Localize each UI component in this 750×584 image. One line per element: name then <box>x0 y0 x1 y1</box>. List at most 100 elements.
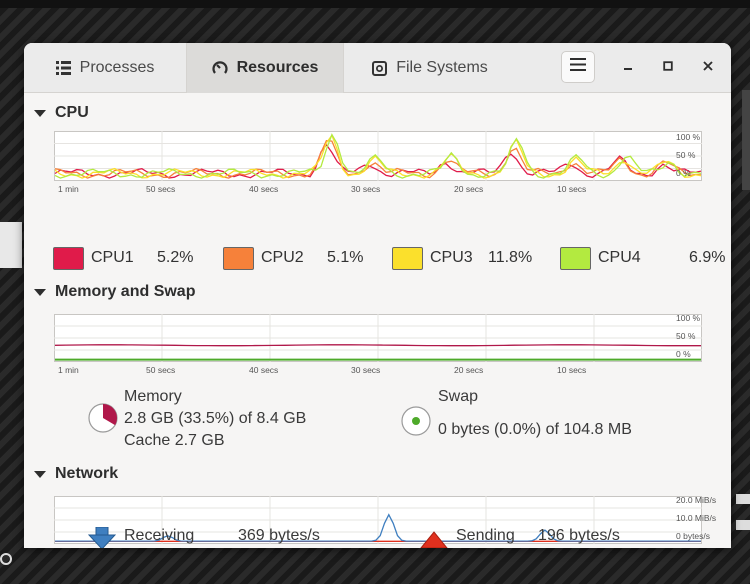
cpu-section-header[interactable]: CPU <box>34 104 89 122</box>
memory-info: Memory 2.8 GB (33.5%) of 8.4 GB Cache 2.… <box>124 386 306 452</box>
tab-label: Processes <box>79 59 155 76</box>
sending-arrow-icon[interactable] <box>420 530 448 548</box>
y-tick-label: 100 % <box>676 132 701 142</box>
x-tick-label: 10 secs <box>557 547 586 548</box>
x-tick-label: 50 secs <box>146 547 175 548</box>
expander-triangle-icon <box>34 288 46 296</box>
x-tick-label: 20 secs <box>454 547 483 548</box>
y-tick-label: 0 bytes/s <box>676 531 711 541</box>
y-tick-label: 50 % <box>676 331 696 341</box>
cpu-name: CPU3 <box>430 249 473 266</box>
x-tick-label: 20 secs <box>454 184 484 194</box>
cpu-name: CPU1 <box>91 249 134 266</box>
header-bar: Processes Resources File Systems <box>24 43 731 93</box>
list-icon <box>55 61 71 75</box>
swap-label: Swap <box>438 388 479 405</box>
x-tick-label: 10 secs <box>557 184 587 194</box>
memory-history-graph <box>54 314 702 362</box>
tab-processes[interactable]: Processes <box>24 43 186 93</box>
y-tick-label: 100 % <box>676 313 701 323</box>
tab-label: Resources <box>236 59 319 76</box>
desktop-fragment <box>0 553 12 565</box>
hamburger-icon <box>570 58 586 76</box>
x-tick-label: 40 secs <box>249 365 279 375</box>
expander-triangle-icon <box>34 470 46 478</box>
x-tick-label: 1 min <box>58 547 79 548</box>
cpu-value: 6.9% <box>689 249 726 266</box>
swap-pie-icon[interactable] <box>400 405 432 442</box>
section-title: Network <box>55 465 119 482</box>
memory-usage: 2.8 GB (33.5%) of 8.4 GB <box>124 410 307 427</box>
cpu3-legend-item[interactable]: CPU3 11.8% <box>392 246 532 270</box>
cpu-value: 11.8% <box>488 249 533 266</box>
cpu-series-line <box>54 133 702 179</box>
cpu2-legend-item[interactable]: CPU2 5.1% <box>223 246 363 270</box>
x-tick-label: 40 secs <box>249 184 279 194</box>
close-button[interactable] <box>696 55 720 79</box>
x-tick-label: 20 secs <box>454 365 484 375</box>
y-tick-label: 50 % <box>676 150 696 160</box>
memory-label: Memory <box>124 388 182 405</box>
cpu2-color-swatch[interactable] <box>223 246 254 270</box>
x-tick-label: 50 secs <box>146 365 176 375</box>
minimize-button[interactable] <box>616 55 640 79</box>
memory-section-header[interactable]: Memory and Swap <box>34 283 195 301</box>
section-title: CPU <box>55 104 89 121</box>
y-tick-label: 20.0 MiB/s <box>676 495 717 505</box>
close-icon <box>703 58 713 76</box>
desktop-fragment <box>736 494 750 504</box>
desktop-fragment <box>0 222 22 268</box>
cpu1-color-swatch[interactable] <box>53 246 84 270</box>
maximize-icon <box>663 58 673 76</box>
swap-usage: 0 bytes (0.0%) of 104.8 MB <box>438 421 632 438</box>
x-tick-label: 50 secs <box>146 184 176 194</box>
x-tick-label: 40 secs <box>249 547 278 548</box>
swap-pie-dot <box>412 417 420 425</box>
network-history-graph <box>54 496 702 544</box>
cpu4-legend-item[interactable]: CPU4 6.9% <box>560 246 725 270</box>
x-tick-label: 30 secs <box>351 184 381 194</box>
cpu3-color-swatch[interactable] <box>392 246 423 270</box>
network-section-header[interactable]: Network <box>34 465 118 483</box>
network-x-axis-labels: 1 min 50 secs 40 secs 30 secs 20 secs 10… <box>54 547 702 548</box>
memory-pie-slice <box>103 404 117 426</box>
minimize-icon <box>623 58 633 76</box>
cpu-x-axis-labels: 1 min 50 secs 40 secs 30 secs 20 secs 10… <box>54 184 702 196</box>
receiving-value: 369 bytes/s <box>238 527 320 544</box>
memory-x-axis-labels: 1 min 50 secs 40 secs 30 secs 20 secs 10… <box>54 365 702 377</box>
memory-cache: Cache 2.7 GB <box>124 432 225 449</box>
maximize-button[interactable] <box>656 55 680 79</box>
cpu4-color-swatch[interactable] <box>560 246 591 270</box>
desktop-fragment <box>742 90 750 190</box>
y-tick-label: 10.0 MiB/s <box>676 513 717 523</box>
memory-series-line <box>54 344 701 347</box>
desktop-top-bar <box>0 0 750 8</box>
cpu-name: CPU2 <box>261 249 304 266</box>
x-tick-label: 1 min <box>58 184 79 194</box>
section-title: Memory and Swap <box>55 283 196 300</box>
gauge-icon <box>211 60 228 76</box>
cpu-series-line <box>54 133 702 179</box>
sending-label: Sending <box>456 527 515 544</box>
receiving-arrow-icon[interactable] <box>87 526 117 548</box>
y-tick-label: 0 % <box>676 349 691 359</box>
cpu-name: CPU4 <box>598 249 641 266</box>
tab-file-systems[interactable]: File Systems <box>344 43 516 93</box>
system-monitor-window: Processes Resources File Systems <box>24 43 731 548</box>
cpu-legend: CPU1 5.2% CPU2 5.1% CPU3 11.8% CPU4 6.9% <box>53 246 725 272</box>
x-tick-label: 1 min <box>58 365 79 375</box>
drive-icon <box>372 60 388 76</box>
cpu-value: 5.2% <box>157 249 194 266</box>
main-menu-button[interactable] <box>561 51 595 83</box>
cpu-history-graph <box>54 131 702 181</box>
resources-view: CPU 100 % 50 % 0 % 1 min 50 secs 40 secs… <box>24 94 731 548</box>
cpu-series-line <box>54 143 702 179</box>
y-tick-label: 0 % <box>676 168 691 178</box>
tab-resources[interactable]: Resources <box>186 43 344 93</box>
memory-pie-icon[interactable] <box>87 402 119 439</box>
x-tick-label: 30 secs <box>351 547 380 548</box>
cpu-value: 5.1% <box>327 249 364 266</box>
cpu1-legend-item[interactable]: CPU1 5.2% <box>53 246 193 270</box>
receiving-series-line <box>55 513 701 542</box>
receiving-label: Receiving <box>124 527 195 544</box>
